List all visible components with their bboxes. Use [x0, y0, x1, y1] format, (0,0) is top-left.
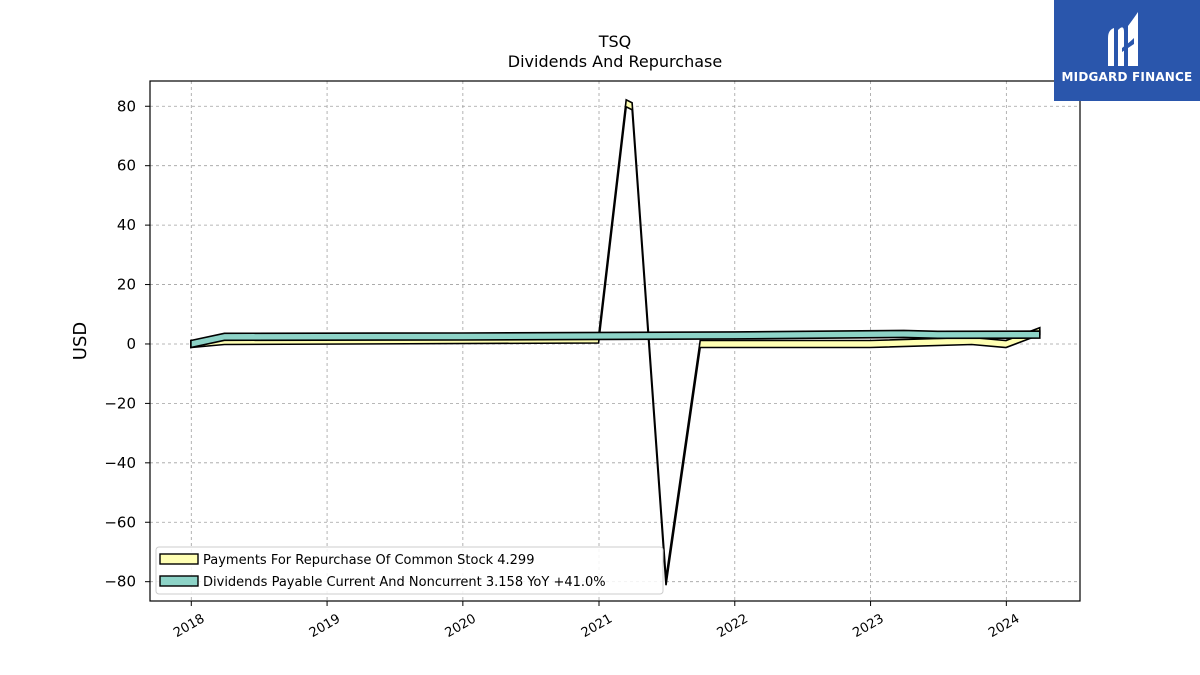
y-tick-label: 0: [126, 335, 136, 353]
legend-box: [155, 546, 664, 595]
x-tick-label: 2022: [715, 611, 751, 641]
legend-label: Dividends Payable Current And Noncurrent…: [203, 575, 606, 590]
legend-swatch: [159, 575, 199, 587]
chart-subtitle: Dividends And Repurchase: [508, 52, 722, 71]
x-tick-label: 2024: [986, 611, 1022, 641]
series-band-2: [190, 329, 1041, 349]
x-tick-label: 2021: [579, 611, 615, 641]
y-tick-label: 40: [117, 216, 136, 234]
series-band-1: [190, 98, 1041, 586]
x-tick-label: 2023: [850, 611, 886, 641]
y-tick-label: 20: [117, 276, 136, 294]
x-tick-label: 2020: [443, 611, 479, 641]
y-tick-label: −40: [104, 454, 136, 472]
y-tick-label: −20: [104, 394, 136, 412]
plot-frame: [149, 80, 1081, 602]
x-tick-label: 2019: [307, 611, 343, 641]
logo-text: MIDGARD FINANCE: [1061, 70, 1193, 84]
y-tick-label: −60: [104, 513, 136, 531]
legend-swatch: [159, 553, 199, 565]
y-tick-label: −80: [104, 573, 136, 591]
y-axis-label: USD: [70, 322, 91, 360]
x-axis-ticks: 2018 2019 2020 2021 2022 2023 2024: [171, 601, 1022, 641]
y-tick-label: 60: [117, 157, 136, 175]
chart-title: TSQ: [598, 32, 632, 51]
midgard-logo-icon: [1108, 12, 1138, 66]
y-axis-ticks: 80 60 40 20 0 −20 −40 −60 −80: [104, 97, 150, 591]
x-tick-label: 2018: [171, 611, 207, 641]
legend: Payments For Repurchase Of Common Stock …: [155, 546, 664, 595]
midgard-logo: MIDGARD FINANCE: [1054, 0, 1200, 101]
y-tick-label: 80: [117, 97, 136, 115]
series-layer: [190, 98, 1041, 586]
legend-label: Payments For Repurchase Of Common Stock …: [203, 553, 534, 568]
